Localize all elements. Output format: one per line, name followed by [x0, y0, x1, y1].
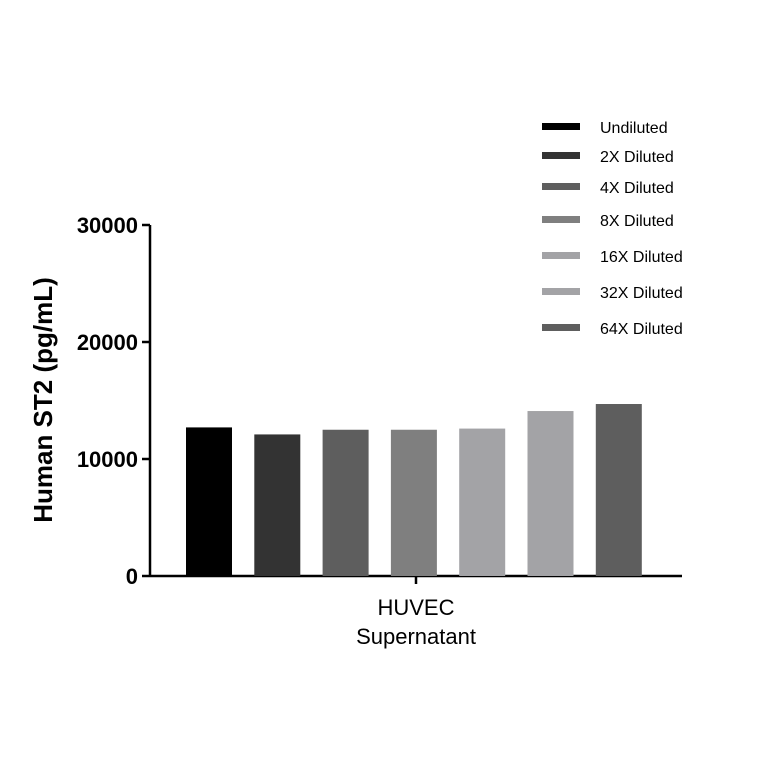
y-tick-label: 0: [126, 564, 138, 589]
bar-undiluted: [186, 427, 232, 576]
legend-swatch: [542, 252, 580, 259]
legend-label: 2X Diluted: [600, 149, 674, 166]
y-tick-label: 10000: [77, 447, 138, 472]
bar-4x-diluted: [322, 429, 369, 576]
legend-swatch: [542, 288, 580, 295]
bar-16x-diluted: [459, 428, 506, 576]
legend-swatch: [542, 216, 580, 223]
legend-label: 32X Diluted: [600, 285, 683, 302]
legend: Undiluted 2X Diluted 4X Diluted 8X Diluted 1…: [542, 120, 683, 338]
y-tick-label: 20000: [77, 330, 138, 355]
legend-label: Undiluted: [600, 120, 668, 137]
legend-swatch: [542, 183, 580, 190]
category-label-line-2: Supernatant: [356, 624, 476, 649]
legend-swatch: [542, 324, 580, 331]
legend-label: 16X Diluted: [600, 249, 683, 266]
legend-label: 4X Diluted: [600, 180, 674, 197]
bar-32x-diluted: [527, 411, 574, 576]
y-axis-label: Human ST2 (pg/mL): [28, 277, 58, 523]
y-axis: 0 10000 20000 30000: [77, 213, 152, 589]
bar-8x-diluted: [390, 429, 437, 576]
legend-swatch: [542, 152, 580, 159]
bars: [186, 404, 642, 576]
x-axis: [150, 574, 682, 584]
legend-label: 64X Diluted: [600, 321, 683, 338]
legend-swatch: [542, 123, 580, 130]
bar-64x-diluted: [595, 404, 642, 576]
bar-2x-diluted: [254, 434, 301, 576]
category-label-line-1: HUVEC: [377, 595, 454, 620]
y-tick-label: 30000: [77, 213, 138, 238]
legend-label: 8X Diluted: [600, 213, 674, 230]
